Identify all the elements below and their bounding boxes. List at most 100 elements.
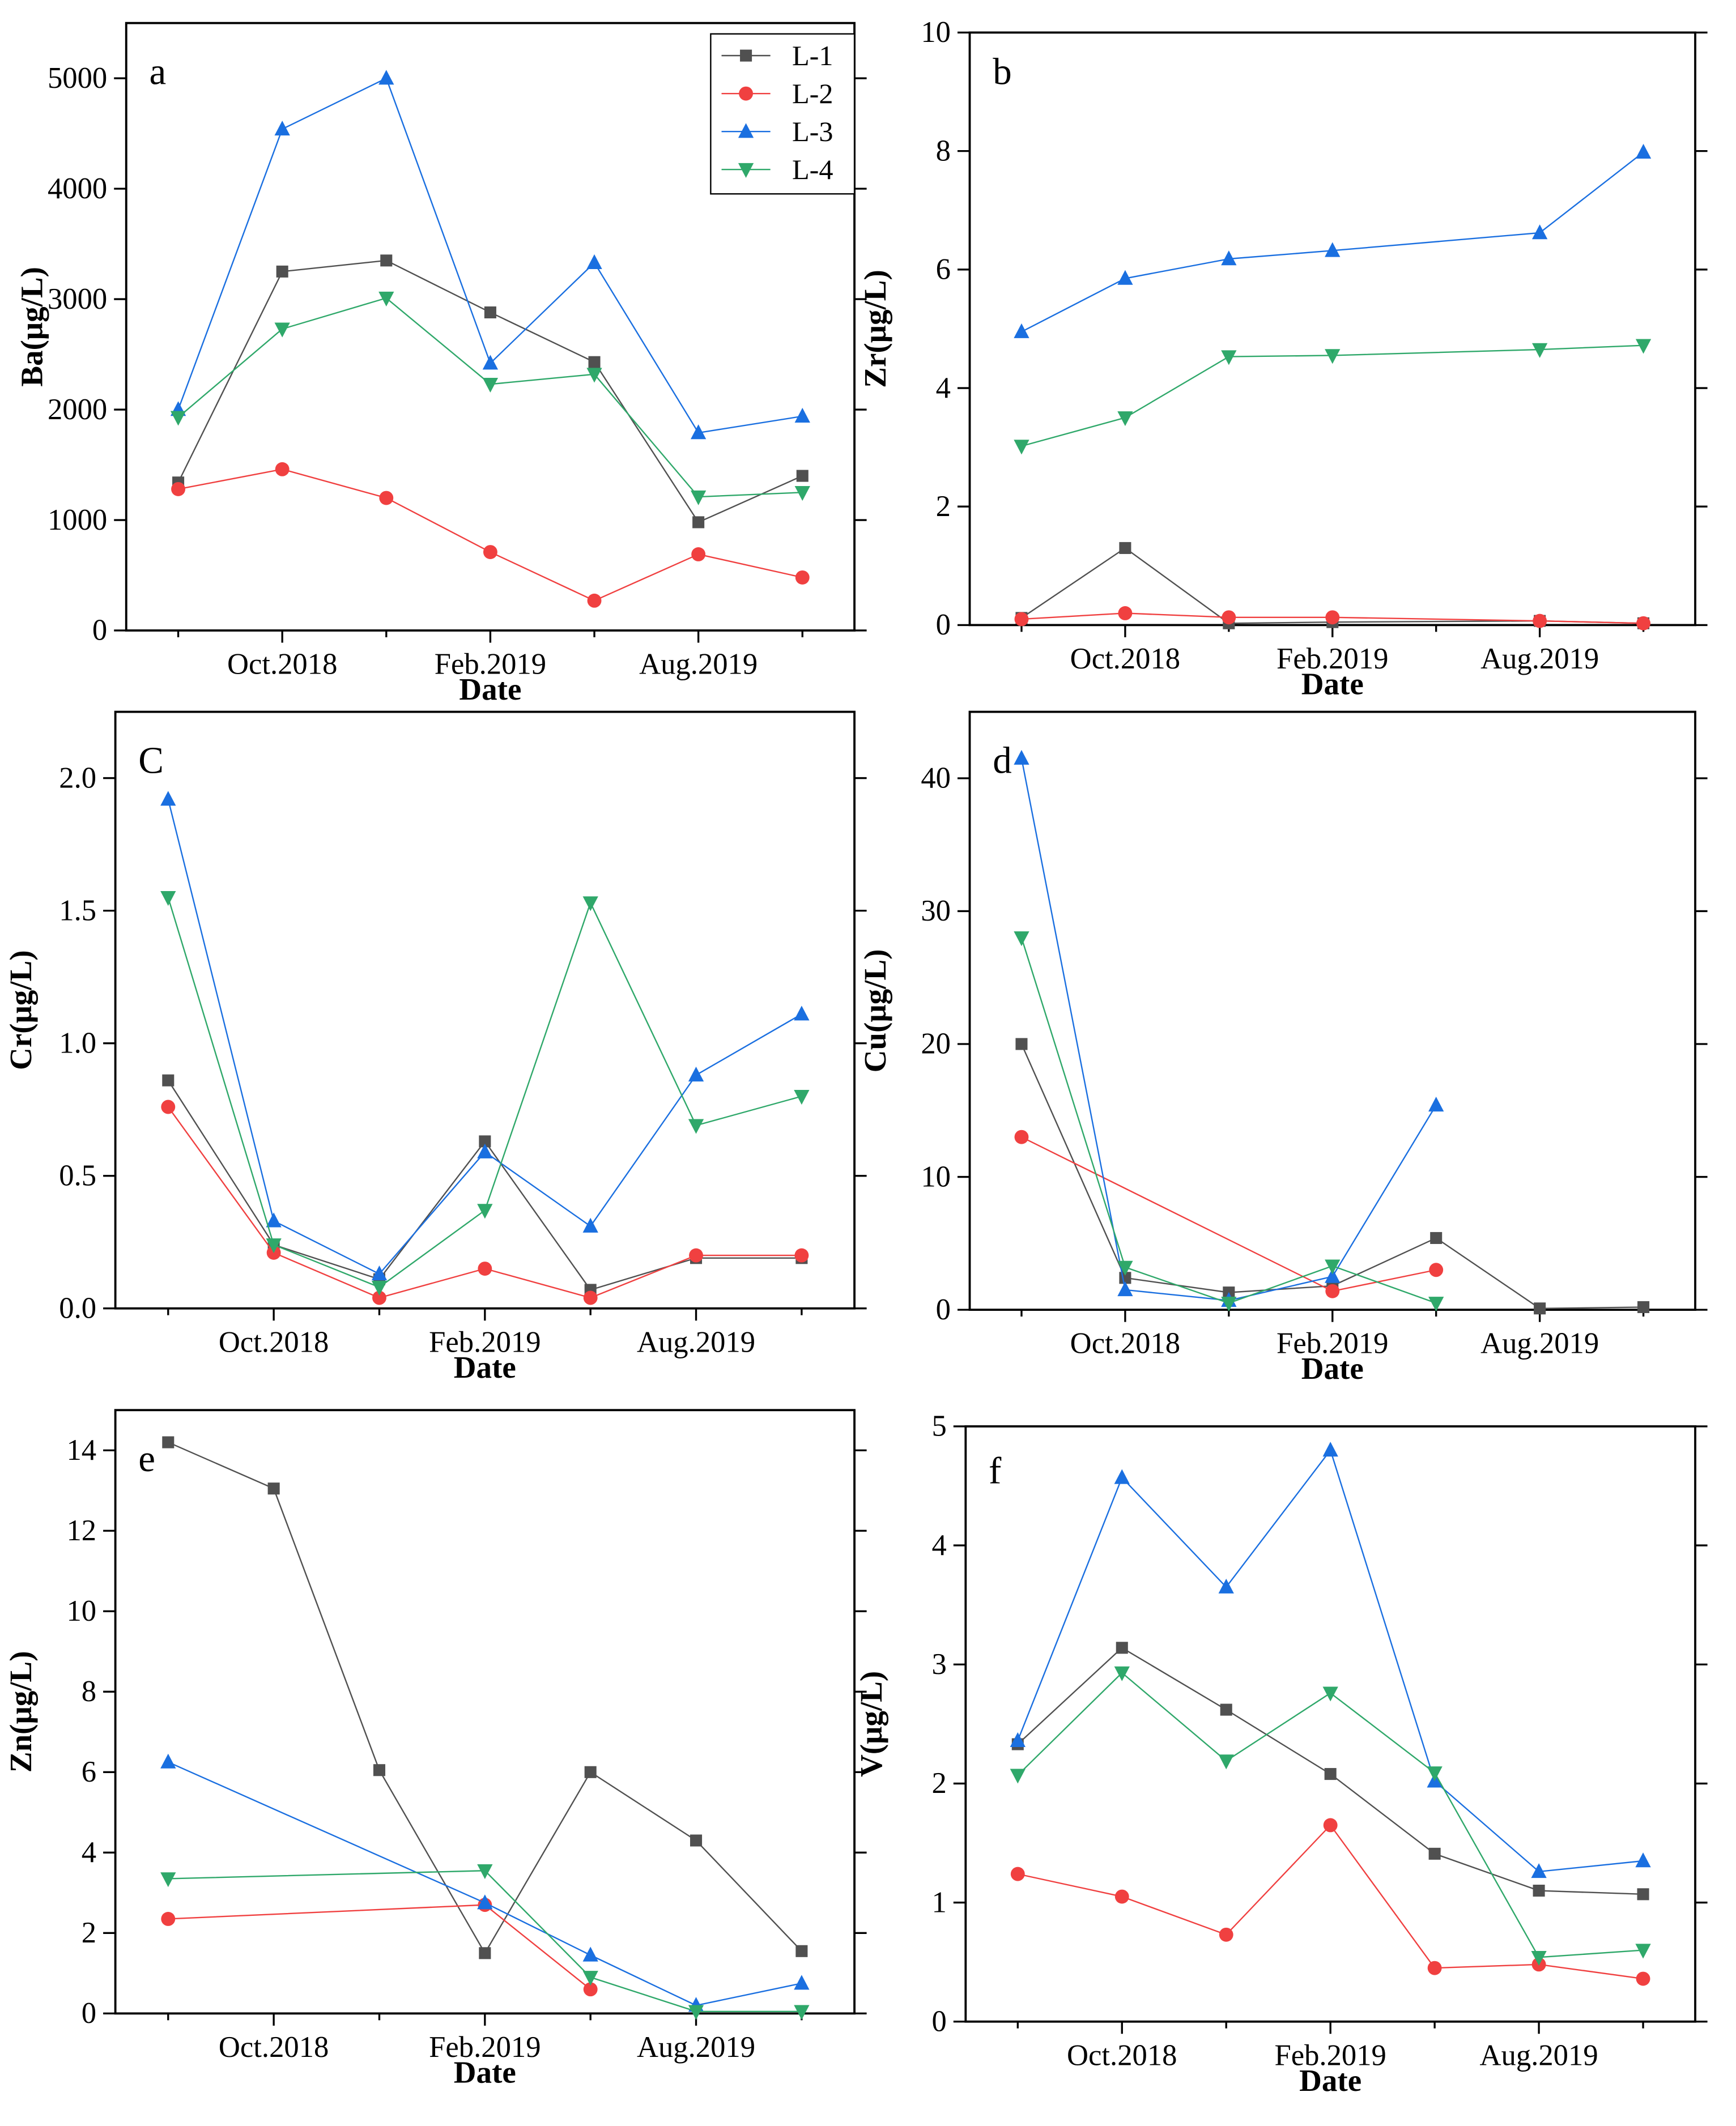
data-point [160,1872,176,1888]
data-point [1324,1768,1337,1780]
data-point [690,424,707,440]
series-l-3 [1014,749,1444,1307]
plot-frame [114,1409,856,2015]
x-tick-label: Aug.2019 [637,2031,755,2064]
data-point [162,1436,175,1448]
data-point [1325,610,1340,625]
data-point [1114,1469,1130,1484]
data-point [266,1238,282,1254]
y-axis-label: Cu(μg/L) [858,949,892,1072]
plot-frame [114,710,856,1310]
x-tick-label: Aug.2019 [1480,2039,1598,2072]
data-point [1322,1686,1338,1702]
data-point [161,1912,176,1926]
y-tick-label: 12 [66,1514,96,1547]
data-point [584,1766,597,1778]
chart-panel-f: Oct.2018 Feb.2019 Aug.2019 Date 0 1 2 3 4 5 V(μg/L… [854,1410,1708,2098]
x-tick-label: Aug.2019 [1480,1327,1599,1360]
series-line [1020,937,1437,1304]
y-tick-label: 4 [936,372,951,404]
y-tick-label: 3000 [48,283,107,316]
data-point [1117,411,1133,427]
panel-letter: C [138,739,164,781]
y-tick-label: 6 [82,1756,96,1788]
data-point [1325,1259,1341,1275]
data-point [1428,1847,1441,1860]
data-point [586,368,602,383]
y-tick-label: 1000 [48,504,107,536]
data-point [373,1764,386,1776]
data-point [380,254,393,267]
data-point [484,306,496,319]
panel-letter: a [149,50,166,92]
y-tick-label: 2 [931,1767,946,1800]
y-tick-label: 14 [66,1434,96,1467]
data-point [1218,1578,1234,1594]
y-tick-label: 4000 [48,172,107,205]
data-point [582,1946,598,1962]
data-point [1428,1297,1444,1312]
y-axis-label: V(μg/L) [854,1671,888,1777]
data-point [692,516,705,529]
y-tick-label: 5000 [48,62,107,95]
series-l-2 [161,1898,598,1997]
legend-label: L-2 [792,78,833,109]
data-point [477,1204,493,1219]
data-point [478,1262,492,1276]
series-l-2 [1014,1130,1444,1298]
data-point [1117,1281,1133,1297]
data-point [794,407,810,423]
series-line [1021,344,1644,447]
data-point [1428,1097,1444,1112]
y-tick-label: 0 [936,1293,951,1326]
data-point [266,1212,282,1228]
series-l-4 [1010,1666,1651,1966]
data-point [477,1894,493,1910]
data-point [1322,1442,1338,1457]
y-tick-label: 0 [92,614,107,647]
series-l-2 [1010,1818,1650,1986]
legend-marker [740,49,752,62]
x-tick-label: Feb.2019 [429,1326,541,1358]
data-point [1117,1260,1133,1276]
series-l-4 [160,1864,810,2020]
data-point [1531,224,1548,240]
y-axis-label: Zn(μg/L) [3,1651,38,1773]
x-tick-label: Aug.2019 [639,648,758,681]
data-point [1014,440,1029,455]
data-point [1010,1867,1025,1881]
data-point [1534,1302,1546,1315]
data-point [371,1281,388,1296]
legend-box [710,33,856,195]
y-tick-label: 1.0 [59,1026,96,1059]
data-point [583,1982,598,1997]
y-tick-label: 30 [921,894,951,927]
data-point [1533,1885,1545,1897]
y-tick-label: 4 [931,1529,946,1562]
series-line [1021,612,1644,624]
data-point [1116,1642,1128,1654]
legend-label: L-4 [792,154,833,185]
data-point [1635,143,1652,159]
data-point [1635,1852,1651,1868]
series-line [1017,1448,1644,1873]
data-point [583,1290,598,1305]
y-axis-label: Zr(μg/L) [858,270,892,388]
data-point [1219,1927,1233,1942]
chart-panel-b: Oct.2018 Feb.2019 Aug.2019 Date 0 2 4 6 8 10 Zr(μg… [858,16,1708,701]
data-point [1010,1732,1026,1747]
data-point [588,356,601,368]
x-tick-label: Oct.2018 [1070,1327,1180,1360]
series-line [167,799,802,1275]
x-tick-label: Oct.2018 [219,2031,329,2064]
y-tick-label: 2 [936,490,951,523]
data-point [1221,1297,1237,1312]
data-point [161,1100,176,1114]
data-point [690,490,707,505]
x-tick-label: Oct.2018 [227,648,337,681]
series-line [168,1870,802,2012]
data-point [1114,1666,1130,1681]
data-point [1637,1888,1649,1901]
data-point [170,411,186,426]
